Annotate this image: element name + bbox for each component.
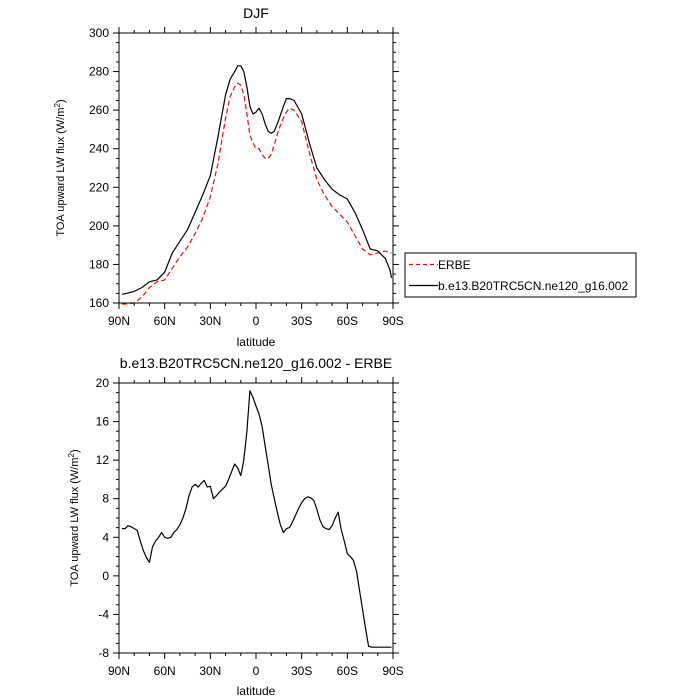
legend-label-erbe: ERBE <box>438 258 471 272</box>
y-tick-label: 260 <box>89 103 109 117</box>
x-axis-label: latitude <box>237 335 276 349</box>
plot-frame <box>118 32 394 304</box>
y-axis-label-superscript: 2 <box>53 102 62 107</box>
x-tick-label: 0 <box>253 314 260 328</box>
y-axis-label-text: TOA upward LW flux (W/m <box>69 457 81 586</box>
y-tick-label: 8 <box>102 492 109 506</box>
y-tick-label: 20 <box>96 376 110 390</box>
y-axis-label-text: TOA upward LW flux (W/m <box>55 107 67 236</box>
top-chart-marks: 90N 60N 30N 0 30S 60S 90S 160 180 200 220 240 260 280… <box>89 26 404 328</box>
series-line-0 <box>122 390 392 648</box>
y-axis-label: TOA upward LW flux (W/m2) <box>67 449 81 586</box>
series-line-1 <box>121 65 393 295</box>
legend: ERBE b.e13.B20TRC5CN.ne120_g16.002 <box>404 252 637 298</box>
y-axis-label-end: ) <box>69 449 81 453</box>
y-tick-label: 280 <box>89 65 109 79</box>
y-tick-label: -4 <box>98 607 109 621</box>
x-tick-label: 60N <box>154 314 176 328</box>
x-tick-label: 30N <box>199 314 221 328</box>
x-tick-label: 30S <box>291 664 312 678</box>
x-tick-label: 90N <box>108 314 130 328</box>
y-tick-label: 200 <box>89 219 109 233</box>
x-tick-label: 60S <box>337 314 358 328</box>
bottom-chart-marks: 90N 60N 30N 0 30S 60S 90S -8 -4 0 4 8 12 16 20 <box>96 376 404 678</box>
y-tick-label: 16 <box>96 415 110 429</box>
x-tick-label: 90S <box>382 314 403 328</box>
y-tick-label: -8 <box>98 646 109 660</box>
chart-title: b.e13.B20TRC5CN.ne120_g16.002 - ERBE <box>120 355 392 371</box>
x-tick-label: 30S <box>291 314 312 328</box>
y-tick-label: 180 <box>89 257 109 271</box>
legend-label-model: b.e13.B20TRC5CN.ne120_g16.002 <box>438 279 628 293</box>
chart-title: DJF <box>243 5 269 21</box>
y-tick-label: 160 <box>89 296 109 310</box>
y-axis-label: TOA upward LW flux (W/m2) <box>53 99 67 236</box>
x-tick-label: 30N <box>199 664 221 678</box>
x-tick-label: 90N <box>108 664 130 678</box>
top-panel: DJF latitude TOA upward LW flux (W/m2) 9… <box>53 5 404 349</box>
x-tick-label: 90S <box>382 664 403 678</box>
series-line-0 <box>122 82 392 305</box>
bottom-panel: b.e13.B20TRC5CN.ne120_g16.002 - ERBE lat… <box>67 355 404 698</box>
plot-frame <box>118 382 394 654</box>
y-tick-label: 220 <box>89 180 109 194</box>
y-tick-label: 12 <box>96 453 110 467</box>
x-axis-label: latitude <box>237 684 276 698</box>
x-tick-label: 60S <box>337 664 358 678</box>
y-tick-label: 240 <box>89 142 109 156</box>
legend-box <box>404 252 637 298</box>
x-tick-label: 0 <box>253 664 260 678</box>
y-axis-label-superscript: 2 <box>67 452 76 457</box>
y-tick-label: 4 <box>102 530 109 544</box>
y-tick-label: 300 <box>89 26 109 40</box>
x-tick-label: 60N <box>154 664 176 678</box>
y-axis-label-end: ) <box>55 99 67 103</box>
y-tick-label: 0 <box>102 569 109 583</box>
